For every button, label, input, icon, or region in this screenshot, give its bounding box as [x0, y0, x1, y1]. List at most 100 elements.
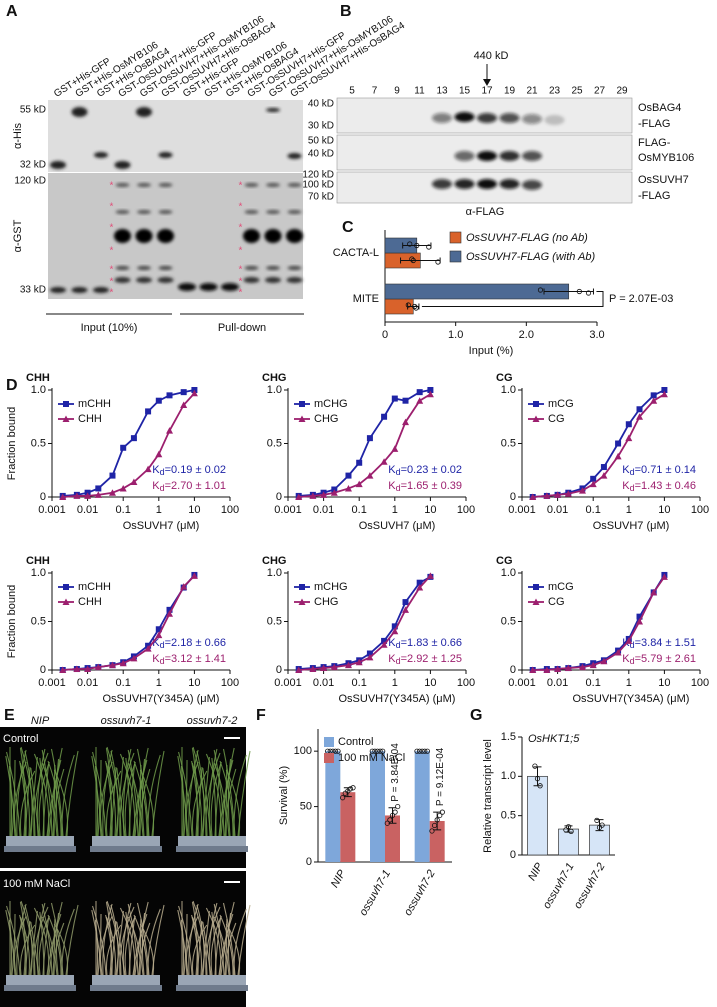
- plant-leaf: [99, 915, 113, 976]
- plant-leaf: [50, 748, 64, 837]
- chart-title: CHH: [26, 372, 50, 384]
- plant-leaf: [220, 901, 235, 976]
- asterisk: *: [239, 223, 243, 234]
- data-marker: [391, 395, 398, 402]
- plant-leaf: [119, 753, 136, 837]
- tray-base: [90, 846, 162, 852]
- x-tick-label: 0.01: [77, 677, 98, 689]
- plant-leaf: [196, 904, 205, 976]
- plant-leaf: [191, 914, 199, 976]
- plant-leaf: [61, 908, 75, 976]
- plant-leaf: [38, 915, 50, 976]
- tray-base: [4, 846, 76, 852]
- data-marker: [660, 573, 668, 580]
- band: [499, 113, 520, 123]
- band: [243, 277, 260, 283]
- plant-leaf: [127, 762, 141, 837]
- y-tick-label: 1.0: [31, 384, 46, 396]
- y-tick-label: 0: [306, 856, 312, 868]
- group-label: Input (10%): [81, 322, 138, 334]
- data-marker: [625, 637, 633, 644]
- plant-leaf: [124, 915, 136, 976]
- kd-symbol: K: [388, 637, 396, 649]
- panel-label: D: [6, 377, 18, 394]
- data-marker: [63, 401, 69, 407]
- data-marker: [426, 390, 434, 398]
- data-marker: [381, 637, 388, 644]
- data-point: [377, 748, 383, 754]
- plant-leaf: [133, 914, 148, 976]
- plant-leaf: [136, 902, 150, 976]
- plant-leaf: [6, 751, 21, 837]
- data-point: [414, 748, 420, 754]
- plant-leaf: [205, 752, 221, 837]
- band: [266, 108, 280, 112]
- x-tick-label: 0.001: [38, 504, 66, 516]
- fraction-number: 9: [394, 86, 400, 97]
- plant-leaf: [124, 761, 136, 837]
- data-marker: [180, 583, 188, 590]
- data-point: [426, 244, 432, 250]
- blot-gst: [48, 173, 303, 299]
- data-marker: [543, 666, 551, 673]
- x-tick-label: 0.1: [116, 504, 131, 516]
- legend-label: CG: [548, 596, 565, 608]
- x-tick-label: 1: [156, 504, 162, 516]
- data-marker: [330, 663, 338, 671]
- data-point: [374, 748, 381, 754]
- plant-leaf: [105, 760, 113, 837]
- kd-value: =5.79 ± 2.61: [635, 653, 696, 665]
- tray: [92, 836, 160, 846]
- x-tick-label: 0.01: [313, 504, 334, 516]
- y-tick-label: 0: [510, 664, 516, 676]
- band: [50, 161, 66, 169]
- row-label: FLAG-: [638, 137, 671, 149]
- plant-leaf: [97, 913, 102, 976]
- data-marker: [344, 484, 352, 492]
- data-point: [410, 257, 416, 264]
- plant-leaf: [185, 915, 199, 976]
- panel-label: C: [342, 219, 354, 236]
- plant-leaf: [53, 918, 58, 976]
- plant-leaf: [110, 904, 119, 976]
- p-value: P = 2.07E-03: [609, 293, 673, 305]
- data-marker: [529, 666, 537, 673]
- data-point: [416, 748, 423, 754]
- plant-leaf: [133, 760, 148, 837]
- kd-subscript: d: [160, 467, 165, 477]
- data-marker: [145, 408, 152, 415]
- plant-leaf: [151, 750, 165, 837]
- data-marker: [298, 415, 306, 422]
- data-marker: [416, 397, 424, 404]
- plant-leaf: [147, 908, 161, 976]
- legend-label: CHH: [78, 596, 102, 608]
- data-marker: [532, 598, 540, 605]
- kd-value: =2.70 ± 1.01: [165, 480, 226, 492]
- asterisk: *: [239, 202, 243, 213]
- size-marker: 50 kD: [308, 136, 334, 147]
- kd-annotation: Kd=1.43 ± 0.46: [622, 480, 696, 493]
- panel-label: F: [256, 707, 266, 724]
- data-marker: [381, 413, 388, 420]
- plant-leaf: [115, 756, 124, 837]
- plant-leaf: [102, 903, 113, 976]
- band: [266, 210, 280, 214]
- data-marker: [180, 401, 188, 408]
- x-tick-label: 100: [221, 504, 239, 516]
- data-point: [534, 776, 541, 782]
- panel-label: G: [470, 707, 482, 724]
- data-marker: [355, 480, 363, 488]
- tray-base: [176, 846, 248, 852]
- plant-leaf: [5, 755, 17, 837]
- arrow-head: [483, 79, 491, 86]
- kd-subscript: d: [396, 483, 401, 493]
- data-point: [576, 288, 582, 295]
- plant-leaf: [110, 750, 119, 837]
- fraction-number: 15: [459, 86, 471, 97]
- x-tick-label: 0.1: [116, 677, 131, 689]
- x-tick-label: 10: [424, 504, 436, 516]
- data-marker: [166, 427, 174, 434]
- plant-leaf: [29, 910, 38, 976]
- band: [158, 210, 173, 214]
